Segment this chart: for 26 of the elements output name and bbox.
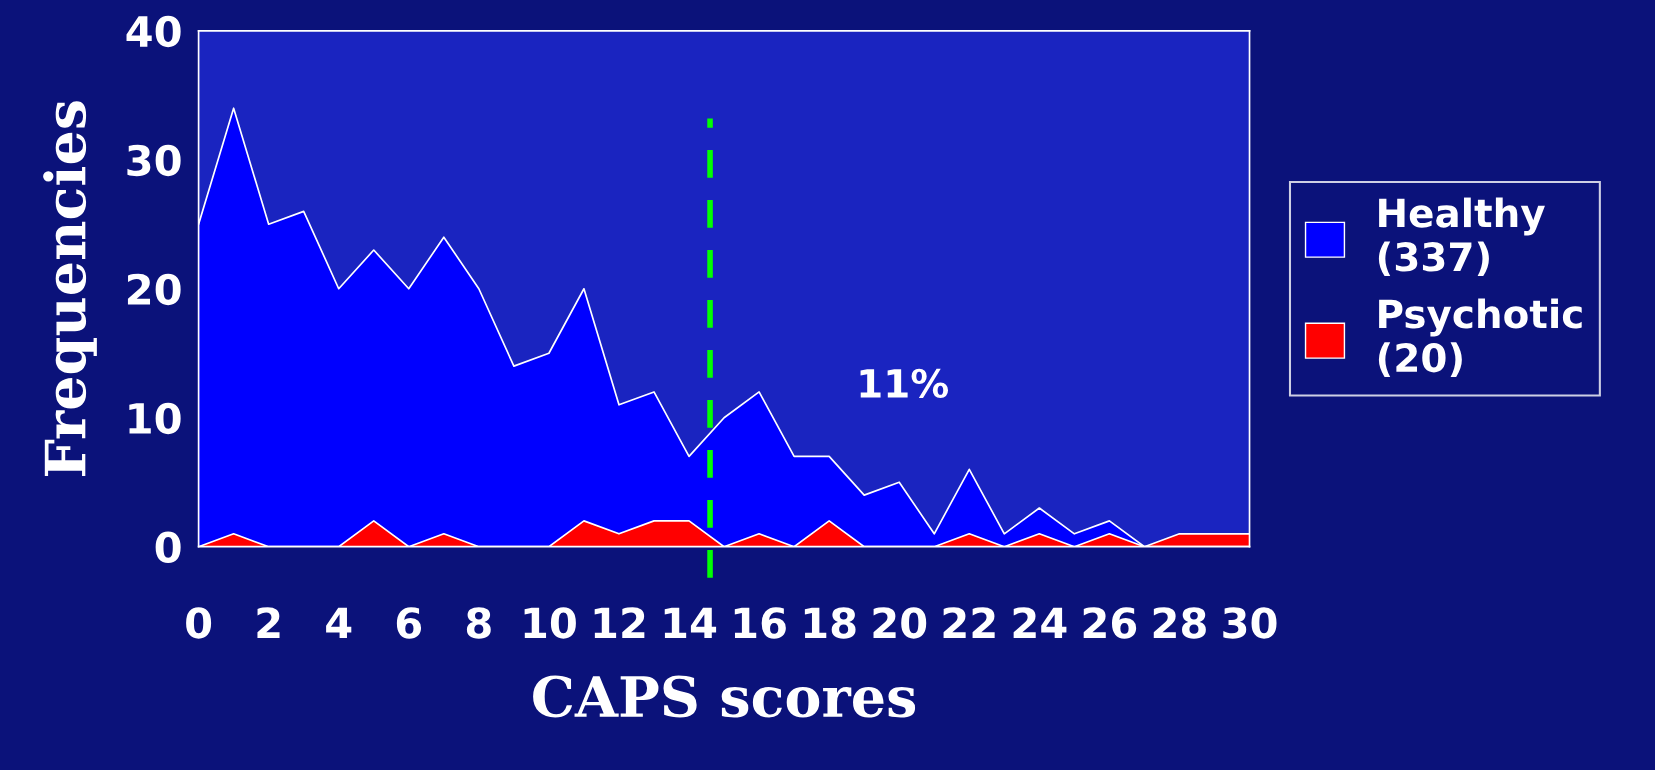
x-tick-label: 2 bbox=[257, 607, 280, 639]
x-tick-label: 18 bbox=[804, 607, 856, 639]
x-tick-label: 0 bbox=[186, 607, 212, 639]
y-tick-label: 0 bbox=[155, 531, 181, 564]
y-tick-label: 30 bbox=[127, 144, 181, 177]
x-tick-label: 4 bbox=[326, 607, 352, 639]
x-tick-label: 14 bbox=[664, 607, 717, 639]
annotation: 11% bbox=[860, 368, 949, 399]
x-tick-label: 24 bbox=[1013, 607, 1067, 639]
x-tick-label: 12 bbox=[594, 607, 645, 639]
x-tick-label: 20 bbox=[873, 607, 927, 639]
x-tick-label: 30 bbox=[1223, 607, 1277, 639]
y-tick-label: 10 bbox=[129, 402, 181, 435]
x-tick-label: 6 bbox=[396, 607, 422, 639]
y-axis-title: Frequencies bbox=[43, 101, 97, 476]
x-tick-label: 28 bbox=[1153, 607, 1206, 639]
x-axis-title: CAPS scores bbox=[533, 675, 916, 718]
x-tick-label: 8 bbox=[466, 607, 491, 639]
x-tick-label: 26 bbox=[1083, 607, 1137, 639]
x-tick-label: 16 bbox=[734, 607, 786, 639]
x-tick-label: 22 bbox=[943, 607, 995, 639]
y-tick-label: 20 bbox=[127, 273, 181, 306]
y-tick-label: 40 bbox=[126, 15, 181, 48]
legend-label: Healthy (337) bbox=[1378, 197, 1545, 277]
legend-label: Psychotic (20) bbox=[1378, 298, 1582, 377]
x-tick-label: 10 bbox=[524, 607, 576, 639]
